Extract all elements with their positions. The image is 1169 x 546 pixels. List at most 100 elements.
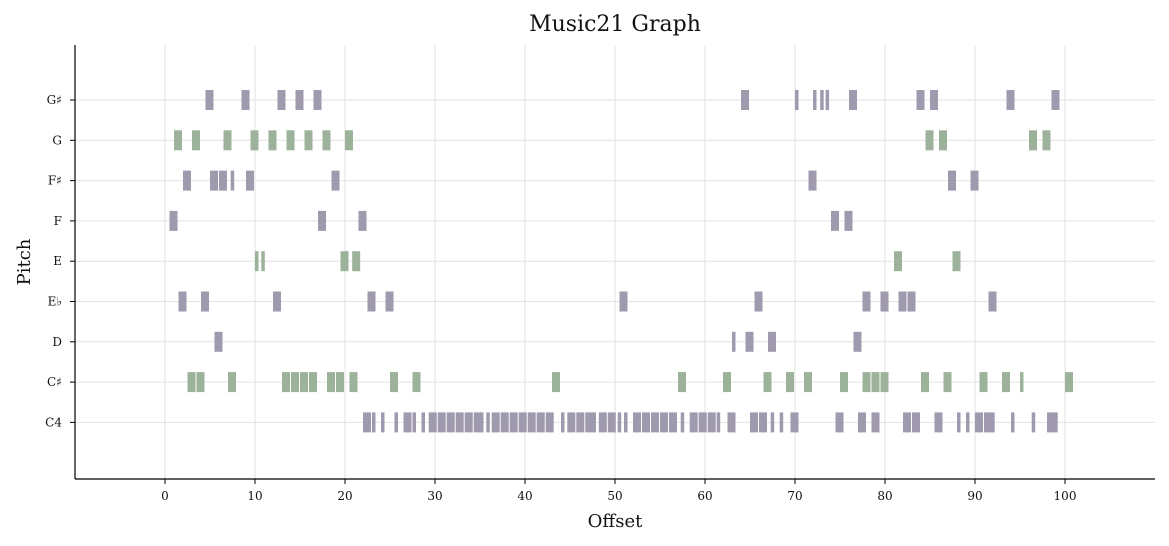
note-bar bbox=[723, 372, 731, 393]
note-bar bbox=[1031, 412, 1036, 433]
x-tick-label: 40 bbox=[517, 489, 532, 503]
note-bar bbox=[178, 291, 187, 312]
note-bar bbox=[367, 291, 376, 312]
note-bar bbox=[230, 170, 235, 191]
note-bar bbox=[849, 90, 857, 110]
note-bar bbox=[741, 90, 749, 110]
note-bar bbox=[912, 412, 920, 433]
note-bar bbox=[1065, 372, 1073, 393]
note-bar bbox=[642, 412, 650, 433]
note-bar bbox=[363, 412, 371, 433]
note-bar bbox=[732, 331, 736, 352]
note-bar bbox=[592, 412, 596, 433]
note-bars bbox=[169, 90, 1073, 433]
y-tick-label: F bbox=[54, 214, 62, 228]
note-bar bbox=[991, 412, 995, 433]
note-bar bbox=[381, 412, 385, 433]
note-bar bbox=[966, 412, 970, 433]
note-bar bbox=[536, 412, 545, 433]
note-bar bbox=[1006, 90, 1015, 110]
note-bar bbox=[205, 90, 214, 110]
note-bar bbox=[678, 372, 686, 393]
y-tick-label: G♯ bbox=[47, 93, 62, 107]
note-bar bbox=[1002, 372, 1010, 393]
note-bar bbox=[576, 412, 585, 433]
note-bar bbox=[169, 210, 178, 231]
note-bar bbox=[844, 210, 853, 231]
note-bar bbox=[313, 90, 322, 110]
note-bar bbox=[385, 291, 394, 312]
note-bar bbox=[880, 291, 889, 312]
note-bar bbox=[759, 412, 767, 433]
note-bar bbox=[790, 412, 799, 433]
x-tick-label: 20 bbox=[337, 489, 352, 503]
x-axis-label: Offset bbox=[588, 511, 643, 532]
note-bar bbox=[322, 130, 331, 151]
note-bar bbox=[921, 372, 929, 393]
note-bar bbox=[1051, 90, 1060, 110]
note-bar bbox=[480, 412, 484, 433]
note-bar bbox=[345, 130, 353, 151]
note-bar bbox=[651, 412, 659, 433]
note-bar bbox=[617, 412, 622, 433]
note-bar bbox=[786, 372, 794, 393]
note-bar bbox=[768, 331, 776, 352]
note-bar bbox=[500, 412, 509, 433]
note-bar bbox=[689, 412, 698, 433]
note-bar bbox=[750, 412, 758, 433]
ticks: 0 10 20 30 40 50 60 70 80 90 100 C4 C♯ D E♭ E F F♯ G G♯ bbox=[45, 93, 1076, 503]
note-bar bbox=[210, 170, 218, 191]
note-bar bbox=[300, 372, 308, 393]
note-bar bbox=[545, 412, 554, 433]
note-bar bbox=[187, 372, 196, 393]
note-bar bbox=[813, 90, 817, 110]
note-bar bbox=[241, 90, 250, 110]
note-bar bbox=[268, 130, 277, 151]
note-bar bbox=[607, 412, 616, 433]
note-bar bbox=[669, 412, 677, 433]
note-bar bbox=[349, 372, 358, 393]
note-bar bbox=[358, 210, 367, 231]
note-bar bbox=[527, 412, 536, 433]
note-bar bbox=[894, 251, 902, 272]
note-bar bbox=[804, 372, 812, 393]
note-bar bbox=[840, 372, 848, 393]
x-tick-label: 30 bbox=[427, 489, 442, 503]
note-bar bbox=[952, 251, 961, 272]
note-bar bbox=[1054, 412, 1058, 433]
y-tick-label: C4 bbox=[45, 415, 62, 429]
note-bar bbox=[585, 412, 594, 433]
note-bar bbox=[273, 291, 281, 312]
note-bar bbox=[871, 412, 880, 433]
note-bar bbox=[916, 90, 925, 110]
note-bar bbox=[745, 331, 754, 352]
note-bar bbox=[491, 412, 500, 433]
note-bar bbox=[394, 412, 398, 433]
note-bar bbox=[261, 251, 265, 272]
note-bar bbox=[619, 291, 628, 312]
note-bar bbox=[192, 130, 200, 151]
note-bar bbox=[871, 372, 880, 393]
note-bar bbox=[455, 412, 464, 433]
note-bar bbox=[336, 372, 344, 393]
note-bar bbox=[250, 130, 259, 151]
note-bar bbox=[464, 412, 473, 433]
note-bar bbox=[473, 412, 482, 433]
note-bar bbox=[633, 412, 641, 433]
note-bar bbox=[304, 130, 313, 151]
y-axis-label: Pitch bbox=[14, 238, 35, 285]
note-bar bbox=[903, 412, 911, 433]
note-bar bbox=[988, 291, 997, 312]
note-bar bbox=[862, 372, 871, 393]
note-bar bbox=[825, 90, 830, 110]
note-bar bbox=[518, 412, 527, 433]
x-tick-label: 60 bbox=[697, 489, 712, 503]
x-tick-label: 10 bbox=[247, 489, 262, 503]
note-bar bbox=[727, 412, 736, 433]
note-bar bbox=[925, 130, 934, 151]
note-bar bbox=[1011, 412, 1015, 433]
note-bar bbox=[327, 372, 335, 393]
note-bar bbox=[228, 372, 236, 393]
note-bar bbox=[707, 412, 716, 433]
